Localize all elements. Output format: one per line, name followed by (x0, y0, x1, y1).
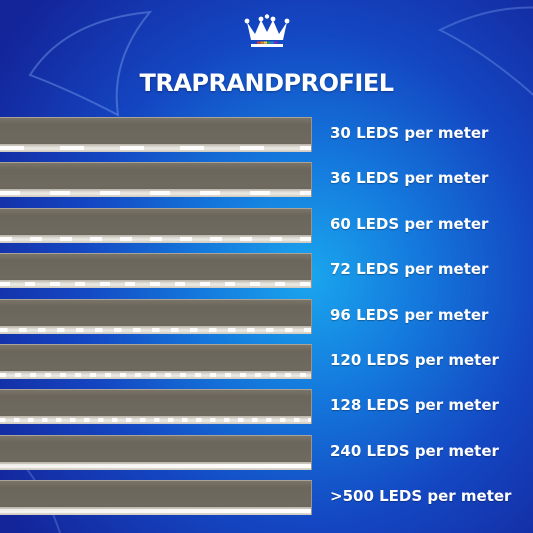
profile-row: 120 LEDS per meter (0, 343, 533, 379)
led-density-label: 240 LEDS per meter (330, 441, 499, 460)
profile-row: >500 LEDS per meter (0, 480, 533, 516)
page-title: TRAPRANDPROFIEL (139, 69, 394, 97)
profile-row: 128 LEDS per meter (0, 389, 533, 425)
led-glow (0, 282, 311, 287)
led-profile-image (0, 253, 312, 289)
led-profile-image (0, 117, 312, 152)
led-density-label: >500 LEDS per meter (330, 487, 512, 506)
profile-list: 30 LEDS per meter 36 LEDS per meter 60 LED… (0, 117, 533, 526)
profile-row: 96 LEDS per meter (0, 298, 533, 334)
led-density-label: 128 LEDS per meter (330, 396, 499, 415)
led-glow (0, 463, 311, 468)
led-density-label: 72 LEDS per meter (330, 260, 489, 279)
stripe-segment (267, 41, 271, 44)
profile-row: 36 LEDS per meter (0, 162, 533, 198)
led-glow (0, 146, 311, 150)
stripe-segment (274, 41, 278, 44)
led-profile-image (0, 298, 312, 334)
led-profile-image (0, 480, 312, 516)
rainbow-stripe (257, 41, 278, 44)
led-profile-image (0, 162, 312, 198)
led-glow (0, 418, 311, 423)
led-profile-image (0, 389, 312, 425)
profile-row: 60 LEDS per meter (0, 207, 533, 243)
led-glow (0, 509, 311, 514)
led-density-label: 60 LEDS per meter (330, 214, 489, 233)
led-glow (0, 236, 311, 241)
led-density-label: 96 LEDS per meter (330, 305, 489, 324)
led-profile-image (0, 343, 312, 379)
led-profile-image (0, 434, 312, 470)
stripe-segment (260, 41, 264, 44)
stripe-segment (270, 41, 274, 44)
led-density-label: 36 LEDS per meter (330, 169, 489, 188)
led-glow (0, 327, 311, 332)
led-profile-image (0, 207, 312, 243)
profile-row: 30 LEDS per meter (0, 117, 533, 152)
led-density-label: 30 LEDS per meter (330, 124, 489, 142)
profile-row: 240 LEDS per meter (0, 434, 533, 470)
crown-icon (244, 14, 290, 47)
led-density-label: 120 LEDS per meter (330, 350, 499, 369)
stripe-segment (263, 41, 267, 44)
led-glow (0, 191, 311, 196)
led-glow (0, 372, 311, 377)
profile-row: 72 LEDS per meter (0, 253, 533, 289)
stripe-segment (257, 41, 261, 44)
